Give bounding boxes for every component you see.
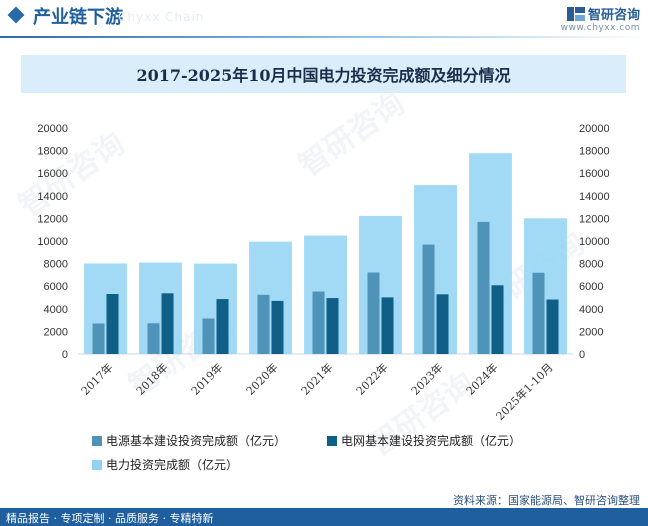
x-tick-label: 2023年 <box>408 360 445 397</box>
chart-title-band: 2017-2025年10月中国电力投资完成额及细分情况 <box>21 55 626 93</box>
legend-swatch <box>92 436 102 446</box>
bar-power <box>532 272 545 354</box>
bar-total <box>524 218 567 354</box>
footer-tagline: 精品报告 · 专项定制 · 品质服务 · 专精特新 <box>6 512 214 525</box>
bar-power <box>202 318 215 354</box>
bar-total <box>249 241 292 354</box>
bar-grid <box>436 294 449 354</box>
y-tick-label-left: 14000 <box>37 191 68 203</box>
legend-swatch <box>92 460 102 470</box>
bar-power <box>257 294 270 354</box>
y-tick-label-right: 4000 <box>579 304 603 316</box>
bar-grid <box>271 300 284 354</box>
bar-power <box>92 323 105 354</box>
footer-bar <box>0 508 648 526</box>
y-tick-label-left: 2000 <box>44 326 68 338</box>
bar-total <box>139 262 182 354</box>
y-tick-label-left: 16000 <box>37 168 68 180</box>
y-tick-label-right: 2000 <box>579 326 603 338</box>
legend-label: 电源基本建设投资完成额（亿元） <box>106 433 286 448</box>
y-tick-label-right: 16000 <box>579 168 610 180</box>
y-tick-label-right: 20000 <box>579 123 610 135</box>
bar-power <box>422 244 435 354</box>
page-header: 产业链下游 Chyxx Chain 智研咨询 www.chyxx.com <box>0 0 648 34</box>
chart: 0 0 2000 2000 4000 4000 6000 6000 8000 8000 10000 1… <box>37 123 610 472</box>
x-tick-label: 2018年 <box>133 360 170 397</box>
bar-total <box>469 153 512 354</box>
legend-label: 电力投资完成额（亿元） <box>106 457 238 472</box>
bar-grid <box>326 298 339 354</box>
x-tick-label: 2020年 <box>243 360 280 397</box>
bar-total <box>84 263 127 354</box>
y-tick-label-right: 18000 <box>579 146 610 158</box>
bar-power <box>312 291 325 354</box>
bar-grid <box>381 297 394 354</box>
bar-grid <box>216 299 229 354</box>
x-tick-label: 2022年 <box>353 360 390 397</box>
legend-swatch <box>327 436 337 446</box>
bar-grid <box>546 299 559 354</box>
y-tick-label-left: 4000 <box>44 304 68 316</box>
legend-label: 电网基本建设投资完成额（亿元） <box>341 433 521 448</box>
header-watermark: Chyxx Chain <box>118 10 205 24</box>
y-tick-label-right: 0 <box>579 349 585 361</box>
bar-grid <box>491 285 504 354</box>
y-tick-label-right: 8000 <box>579 259 603 271</box>
bar-total <box>414 185 457 354</box>
brand: 智研咨询 www.chyxx.com <box>561 3 640 33</box>
x-tick-label: 2025年1-10月 <box>493 360 556 423</box>
bar-total <box>359 215 402 354</box>
header-divider <box>0 36 648 38</box>
y-tick-label-left: 6000 <box>44 281 68 293</box>
y-tick-label-left: 0 <box>62 349 68 361</box>
brand-logo-icon <box>566 6 585 21</box>
y-tick-label-right: 12000 <box>579 213 610 225</box>
chart-title: 2017-2025年10月中国电力投资完成额及细分情况 <box>136 66 511 85</box>
bar-grid <box>161 293 174 354</box>
y-tick-label-right: 6000 <box>579 281 603 293</box>
y-tick-label-left: 8000 <box>44 259 68 271</box>
brand-url: www.chyxx.com <box>560 23 640 33</box>
y-tick-label-right: 14000 <box>579 191 610 203</box>
bar-power <box>367 272 380 354</box>
x-tick-label: 2024年 <box>463 360 500 397</box>
source-note: 资料来源：国家能源局、智研咨询整理 <box>453 494 640 507</box>
x-tick-label: 2021年 <box>298 360 335 397</box>
brand-name: 智研咨询 <box>587 8 640 23</box>
x-tick-label: 2019年 <box>188 360 225 397</box>
bar-power <box>477 221 490 354</box>
section-title: 产业链下游 <box>33 7 123 28</box>
y-tick-label-left: 20000 <box>37 123 68 135</box>
bar-total <box>194 263 237 354</box>
bar-total <box>304 235 347 354</box>
bar-power <box>147 323 160 354</box>
y-tick-label-left: 12000 <box>37 213 68 225</box>
y-tick-label-right: 10000 <box>579 236 610 248</box>
bar-grid <box>106 293 119 354</box>
y-tick-label-left: 10000 <box>37 236 68 248</box>
y-tick-label-left: 18000 <box>37 146 68 158</box>
x-tick-label: 2017年 <box>78 360 115 397</box>
